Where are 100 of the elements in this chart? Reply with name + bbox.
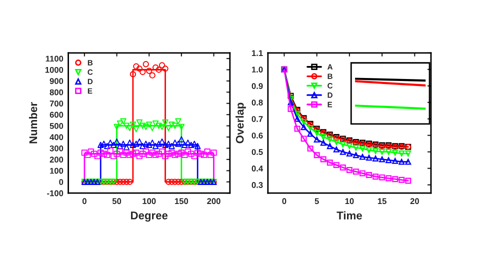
point [158,138,166,145]
point [142,140,149,147]
point [346,167,352,173]
point [386,157,392,164]
y-tick-label: 1100 [46,56,64,62]
point [107,140,114,146]
point [340,148,346,155]
y-tick-label: 0.6 [252,132,263,138]
point [126,140,133,146]
point [175,118,182,124]
point [372,148,379,154]
point [360,146,366,152]
point [294,126,300,132]
point [142,124,149,130]
x-tick-label: 200 [207,198,220,204]
point [405,178,412,184]
point [366,154,372,161]
y-tick-label: 0.3 [252,182,263,188]
point [182,142,188,148]
point [114,124,120,130]
point [191,140,198,147]
point [178,124,185,130]
y-tick-label: 1.0 [252,66,263,73]
point [307,124,314,131]
point [110,142,117,148]
y-tick-label: 0.4 [252,166,264,172]
y-tick-label: 1000 [45,66,64,73]
point [386,175,392,182]
point [98,142,104,148]
point [398,158,405,165]
point [398,176,405,183]
point [146,142,152,148]
point [392,176,398,182]
point [294,116,300,122]
point [149,140,156,146]
y-tick-label: 200 [50,156,64,163]
point [178,136,185,142]
y-tick-label: 100 [50,168,64,174]
point [130,122,136,128]
x-tick-label: 15 [378,198,386,204]
point [152,120,159,127]
y-axis-title: Overlap [236,102,246,144]
x-tick-label: 0 [82,198,86,204]
point [288,99,294,106]
y-tick-label: 0.7 [252,116,263,122]
x-tick-label: 10 [345,198,354,204]
point [165,124,172,132]
x-tick-label: 50 [112,198,122,204]
point [149,124,156,132]
y-tick-label: 900 [50,78,64,84]
point [116,142,124,150]
y-axis-title: Number [28,102,38,144]
y-tick-label: 800 [50,89,64,96]
point [360,170,366,176]
point [379,174,386,180]
point [194,142,201,150]
point [352,152,359,158]
y-tick-label: 1.1 [252,50,263,56]
point [300,119,307,126]
point [366,172,372,178]
x-tick-label: 150 [175,198,188,204]
point [104,142,110,150]
x-tick-label: 100 [142,198,156,204]
point [133,126,140,132]
point [100,140,107,147]
point [140,142,146,150]
point [307,146,314,152]
point [156,140,162,147]
point [114,138,120,145]
point [120,140,126,147]
x-tick-label: 0 [282,198,286,204]
point [314,130,320,136]
point [136,119,142,126]
point [372,174,379,180]
point [130,142,136,148]
y-tick-label: 0.8 [252,100,263,106]
point [152,142,159,150]
y-tick-label: 0 [59,179,64,185]
point [133,140,140,147]
point [386,148,392,155]
point [320,140,326,146]
point [136,138,142,145]
y-tick-label: -100 [47,190,64,196]
point [158,124,166,130]
x-axis-title: Degree [131,212,168,222]
point [172,122,178,129]
x-axis-title: Time [336,211,362,220]
point [175,140,182,147]
y-tick-label: 0.9 [252,83,263,90]
point [366,147,372,154]
point [156,122,162,129]
point [307,130,314,137]
point [372,155,379,162]
point [120,118,126,124]
y-tick-label: 600 [50,112,64,118]
point [300,136,307,142]
point [326,160,333,166]
point [352,168,359,175]
point [333,138,340,145]
point [405,158,412,165]
